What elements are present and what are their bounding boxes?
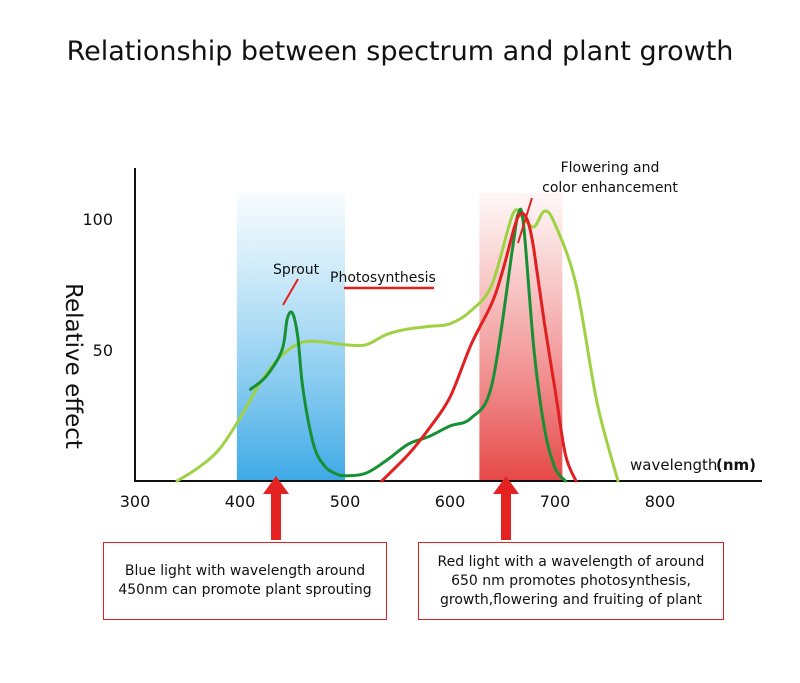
x-tick-label-600: 600 bbox=[435, 492, 466, 511]
blue-band bbox=[236, 192, 345, 482]
x-tick-label-800: 800 bbox=[645, 492, 676, 511]
series-line-2 bbox=[380, 211, 578, 483]
x-axis-unit: (nm) bbox=[716, 456, 756, 474]
annotation-flowering-line2: color enhancement bbox=[542, 180, 678, 196]
annotation-photosynthesis: Photosynthesis bbox=[330, 270, 436, 286]
blue-arrow bbox=[263, 476, 289, 540]
annotation-sprout: Sprout bbox=[273, 262, 320, 278]
y-axis-label: Relative effect bbox=[60, 283, 86, 449]
annotation-flowering-line1: Flowering and bbox=[561, 160, 660, 176]
x-tick-label-500: 500 bbox=[330, 492, 361, 511]
sprout-pointer bbox=[282, 278, 299, 306]
x-tick-label-400: 400 bbox=[225, 492, 256, 511]
y-tick-label-50: 50 bbox=[93, 341, 113, 360]
series-line-1 bbox=[249, 207, 567, 483]
flowering-pointer bbox=[517, 197, 533, 244]
y-tick-label-100: 100 bbox=[82, 210, 113, 229]
red-band bbox=[479, 192, 563, 482]
blue-light-callout: Blue light with wavelength around 450nm … bbox=[103, 542, 387, 620]
red-arrow bbox=[493, 476, 519, 540]
chart-title: Relationship between spectrum and plant … bbox=[66, 36, 734, 67]
x-tick-label-300: 300 bbox=[120, 492, 151, 511]
x-axis-label: wavelength bbox=[630, 456, 717, 474]
red-light-callout: Red light with a wavelength of around 65… bbox=[418, 542, 724, 620]
x-tick-label-700: 700 bbox=[540, 492, 571, 511]
